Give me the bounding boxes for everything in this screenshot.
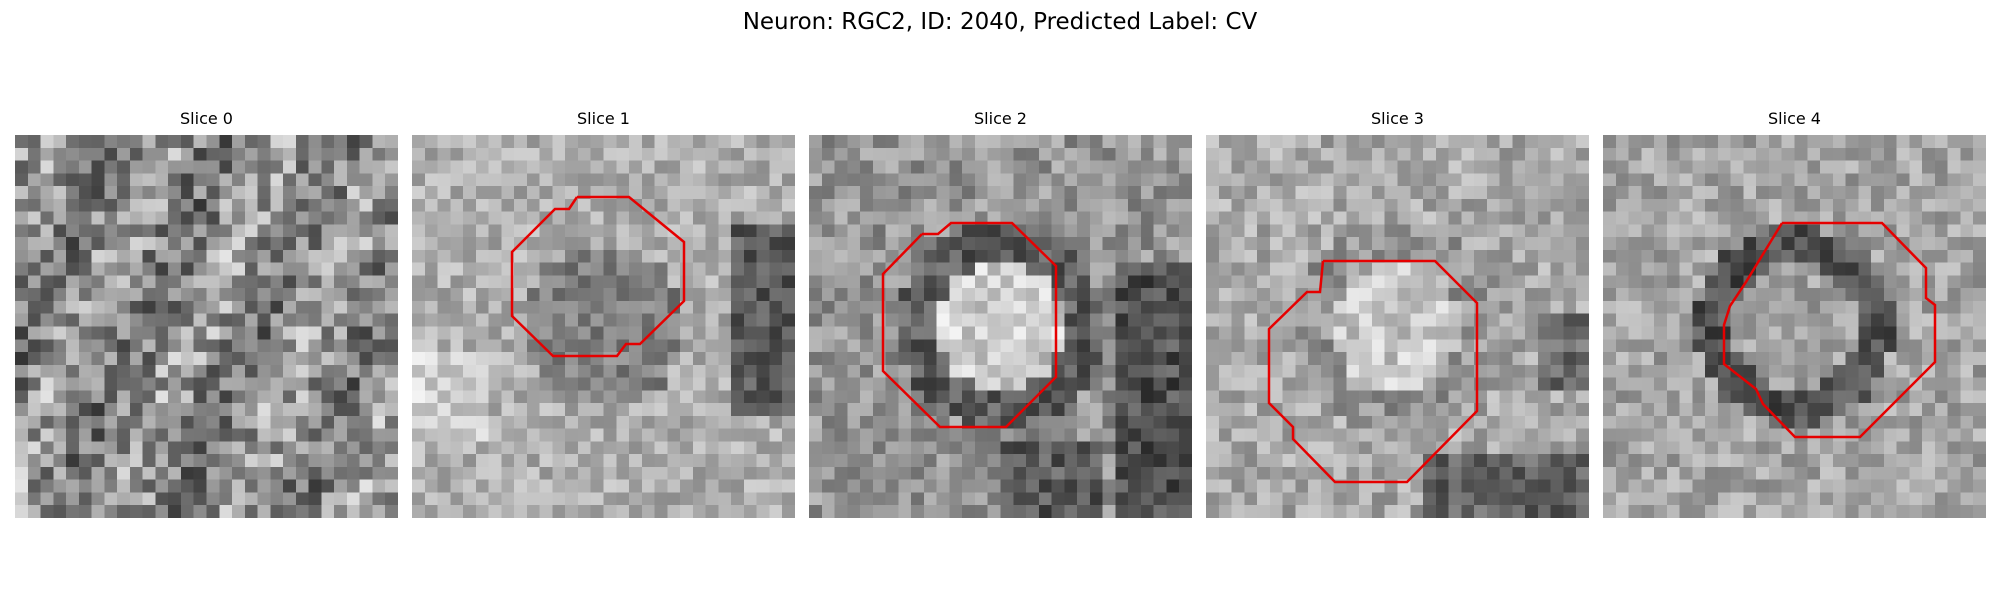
slice-title: Slice 0 [180, 109, 233, 128]
slice-title: Slice 2 [974, 109, 1027, 128]
slice-panel-2: Slice 2 [809, 108, 1192, 518]
slice-image [15, 135, 398, 518]
slice-image-frame [1206, 135, 1589, 518]
slice-panel-3: Slice 3 [1206, 108, 1589, 518]
slice-image [1603, 135, 1986, 518]
slice-panel-1: Slice 1 [412, 108, 795, 518]
slice-image-frame [1603, 135, 1986, 518]
figure-title: Neuron: RGC2, ID: 2040, Predicted Label:… [742, 9, 1258, 35]
slice-image-frame [412, 135, 795, 518]
slice-title: Slice 1 [577, 109, 630, 128]
slice-image-frame [15, 135, 398, 518]
slice-image [412, 135, 795, 518]
slice-title: Slice 3 [1371, 109, 1424, 128]
slice-image-frame [809, 135, 1192, 518]
slice-image [809, 135, 1192, 518]
slice-panel-4: Slice 4 [1603, 108, 1986, 518]
slice-image [1206, 135, 1589, 518]
slice-panel-0: Slice 0 [15, 108, 398, 518]
slice-title: Slice 4 [1768, 109, 1821, 128]
